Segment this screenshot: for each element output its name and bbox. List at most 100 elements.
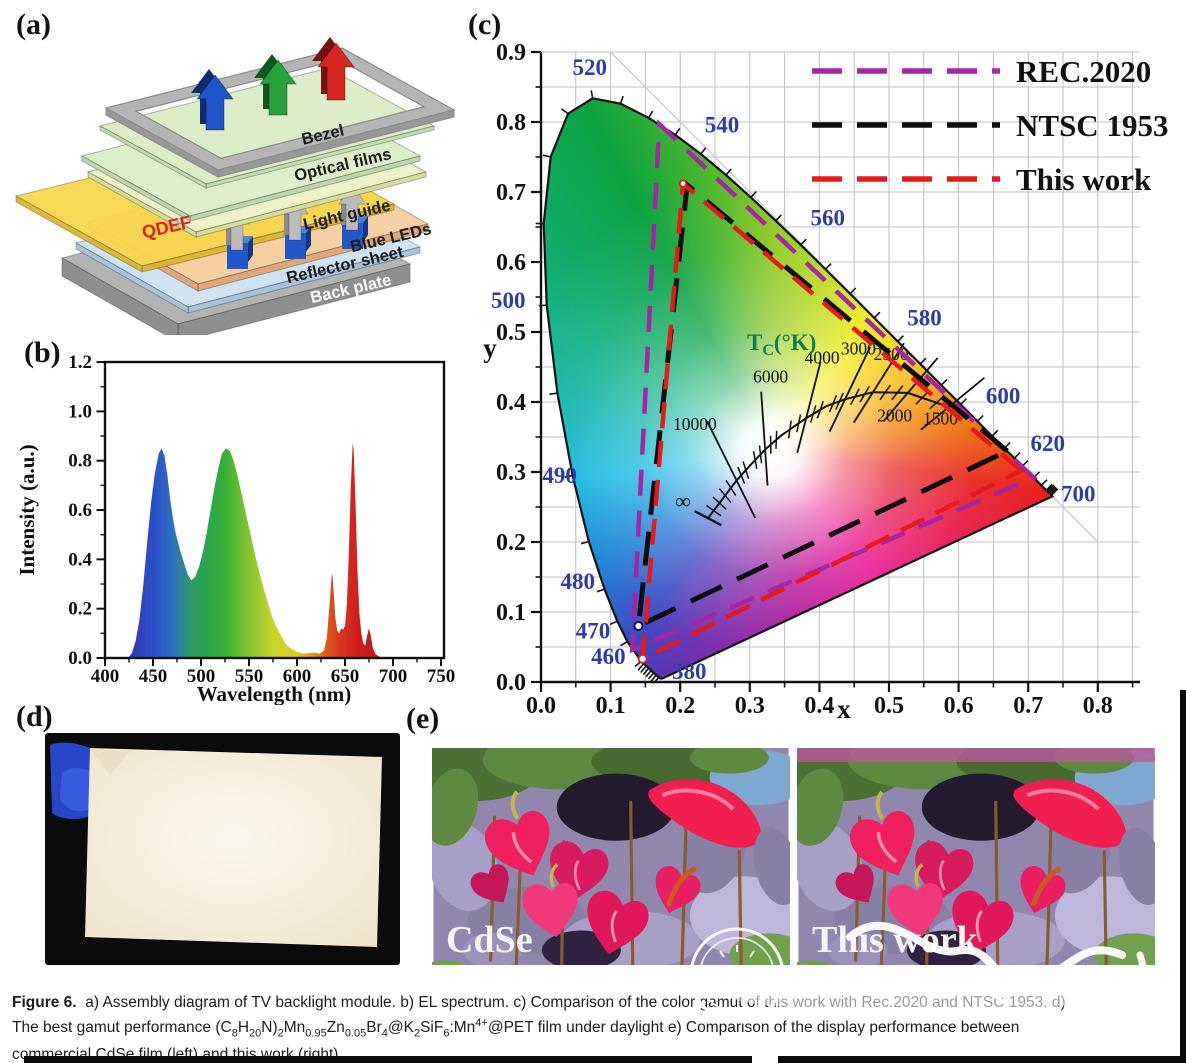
svg-text:500: 500	[187, 666, 216, 687]
svg-text:0.1: 0.1	[596, 693, 626, 719]
legend-label: This work	[1016, 162, 1152, 197]
svg-text:750: 750	[427, 666, 456, 687]
y-axis-title: Intensity (a.u.)	[15, 444, 39, 575]
legend-label: REC.2020	[1016, 54, 1151, 89]
svg-text:0.7: 0.7	[496, 180, 526, 206]
svg-text:450: 450	[139, 666, 168, 687]
svg-text:0.6: 0.6	[496, 250, 526, 276]
svg-text:0.3: 0.3	[735, 693, 765, 719]
photo-cdse: CdSe	[420, 730, 808, 990]
cct-label: 2000	[877, 406, 912, 426]
svg-text:0.2: 0.2	[496, 530, 526, 556]
caption-line: Figure 6. a) Assembly diagram of TV back…	[12, 994, 1066, 1011]
svg-text:560: 560	[811, 206, 846, 231]
svg-text:0.2: 0.2	[665, 693, 695, 719]
svg-text:580: 580	[907, 306, 942, 331]
svg-text:500: 500	[491, 288, 526, 313]
page-edge-right	[1180, 690, 1186, 1063]
svg-text:0.5: 0.5	[496, 320, 526, 346]
planckian-locus	[707, 391, 950, 519]
gamut-rec-2020	[629, 119, 1038, 654]
svg-text:520: 520	[572, 55, 607, 80]
svg-text:650: 650	[331, 666, 360, 687]
svg-text:470: 470	[576, 619, 611, 644]
svg-text:0.8: 0.8	[68, 451, 92, 472]
cct-label: 6000	[753, 366, 788, 386]
tc-label: TC(°K)	[747, 330, 816, 359]
svg-text:0.0: 0.0	[526, 693, 556, 719]
svg-text:1.2: 1.2	[68, 352, 92, 373]
svg-text:0.8: 0.8	[496, 110, 526, 136]
vertex-marker	[678, 179, 688, 188]
svg-text:0.1: 0.1	[496, 600, 526, 626]
svg-text:0.6: 0.6	[68, 500, 92, 521]
gamut-this-work	[640, 179, 1026, 663]
svg-text:0.0: 0.0	[496, 670, 526, 696]
figure-caption: Figure 6. a) Assembly diagram of TV back…	[12, 992, 1172, 1063]
svg-text:490: 490	[542, 463, 577, 488]
svg-text:400: 400	[91, 666, 120, 687]
vertex-marker	[637, 654, 648, 664]
svg-text:0.5: 0.5	[874, 693, 904, 719]
vertex-marker	[633, 621, 644, 631]
legend-label: NTSC 1953	[1016, 108, 1168, 143]
svg-text:0.7: 0.7	[1013, 693, 1043, 719]
photo-this-work: This work	[797, 748, 1155, 990]
svg-text:0.3: 0.3	[496, 460, 526, 486]
red-arrow	[312, 37, 355, 101]
page-edge-notch	[752, 1056, 778, 1063]
locus-wavelength-ticks	[535, 90, 1059, 684]
svg-text:0.0: 0.0	[68, 648, 92, 669]
qdef-pet-film	[85, 748, 382, 947]
svg-text:0.8: 0.8	[1083, 693, 1113, 719]
svg-text:0.4: 0.4	[68, 549, 92, 570]
el-spectrum-area	[128, 443, 386, 658]
svg-text:460: 460	[591, 644, 626, 669]
svg-text:700: 700	[379, 666, 408, 687]
panel-label-e: (e)	[406, 702, 440, 735]
svg-text:550: 550	[235, 666, 264, 687]
x-axis-title: Wavelength (nm)	[197, 682, 352, 705]
svg-text:0.9: 0.9	[496, 40, 526, 66]
film-corner-shade	[90, 748, 130, 775]
svg-text:0.4: 0.4	[804, 693, 834, 719]
cct-label: 1500	[923, 408, 958, 428]
cct-isotherms	[694, 342, 986, 527]
this-work-label: This work	[812, 919, 979, 961]
panel-label-a: (a)	[16, 8, 51, 41]
svg-text:380: 380	[672, 659, 707, 684]
axes	[539, 52, 1140, 684]
panel-label-c: (c)	[468, 8, 502, 41]
svg-text:540: 540	[705, 113, 740, 138]
film-photo	[45, 733, 400, 965]
cdse-label: CdSe	[446, 919, 533, 961]
blue-arrow	[191, 69, 234, 131]
axis-ticks	[531, 50, 1134, 692]
gamut-ntsc-1953	[635, 180, 1012, 631]
x-axis-title: x	[837, 694, 851, 720]
cct-label: 3000	[841, 338, 876, 358]
svg-text:0.4: 0.4	[496, 390, 526, 416]
cie-chromaticity-chart: 0.0 0.1 0.2 0.3 0.4 0.5 0.6 0.7 0.8 0.9 0.0 0.1 0.2 0…	[483, 40, 1168, 720]
axis-ticks	[96, 361, 442, 666]
green-arrow	[254, 54, 297, 116]
svg-text:700: 700	[1061, 481, 1096, 506]
spectral-locus	[542, 97, 1055, 680]
el-spectrum-chart: 400 450 500 550 600 650 700 750 0.0 0.2 0.4 0.6 0.8 1…	[15, 352, 456, 705]
svg-text:0.6: 0.6	[944, 693, 974, 719]
panel-label-d: (d)	[16, 700, 53, 733]
page-edge-bottom	[24, 1056, 1186, 1063]
panel-label-b: (b)	[24, 336, 61, 369]
caption-line: The best gamut performance (C8H20N)2Mn0.…	[12, 1017, 1020, 1040]
cct-label: 4000	[805, 348, 840, 368]
legend: REC.2020 NTSC 1953 This work	[812, 54, 1168, 197]
svg-text:600: 600	[283, 666, 312, 687]
svg-text:600: 600	[986, 383, 1021, 408]
display-comparison-photos: CdSe This work	[420, 730, 1155, 990]
cct-label: 10000	[673, 414, 717, 434]
svg-text:0.2: 0.2	[68, 599, 92, 620]
svg-text:480: 480	[560, 569, 595, 594]
